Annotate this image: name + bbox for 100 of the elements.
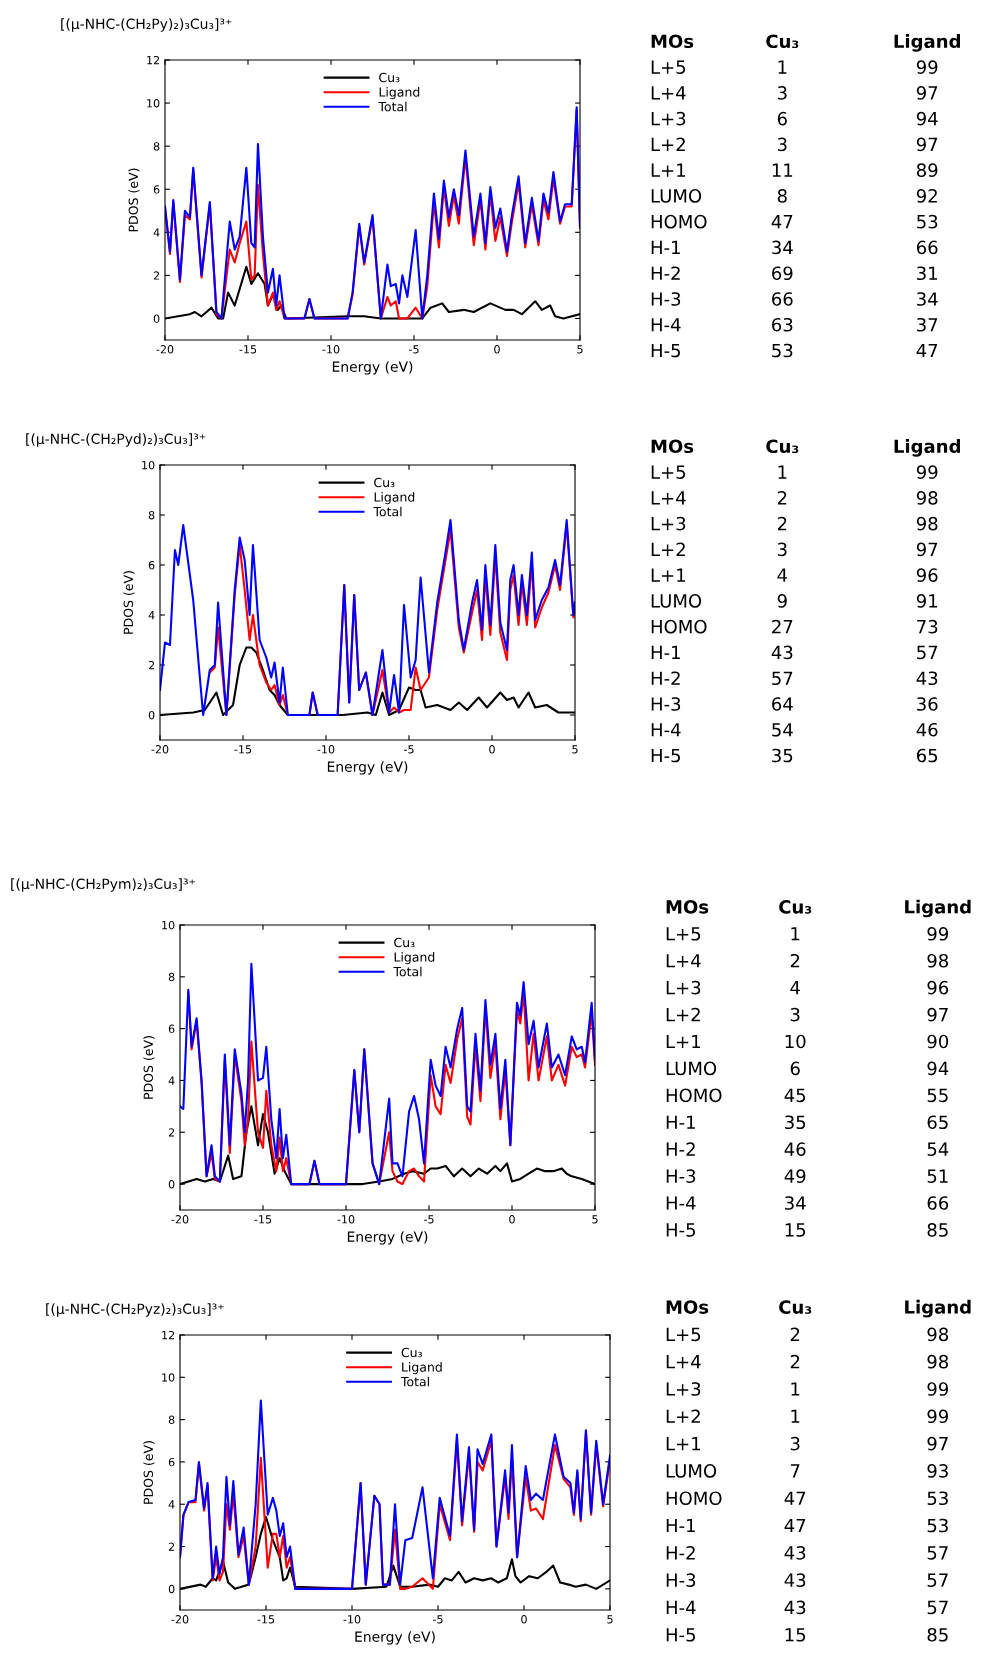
data-label: 53 (772, 343, 793, 358)
data-label: 6 (790, 1061, 800, 1076)
data-label: 99 (927, 1382, 949, 1396)
data-label: 43 (784, 1600, 806, 1615)
text: MOs (666, 1300, 709, 1314)
data-label: 99 (916, 465, 938, 479)
x-axis-title: Energy (eV) (332, 361, 413, 375)
text: MOs (666, 900, 709, 914)
x-tick-label: 5 (607, 1615, 613, 1624)
category-label: LUMO (651, 189, 702, 203)
data-label: 36 (917, 697, 938, 711)
category-label: L+5 (651, 60, 686, 74)
data-label: 15 (785, 1628, 806, 1642)
x-tick-label: -5 (409, 345, 419, 354)
data-label: 54 (772, 723, 793, 737)
data-label: 47 (784, 1518, 806, 1533)
category-label: HOMO (651, 619, 707, 634)
category-label: L+1 (651, 163, 686, 177)
data-label: 55 (927, 1088, 948, 1103)
text: Ligand (905, 899, 971, 918)
x-tick-label: -20 (171, 1215, 189, 1224)
data-label: 1 (791, 1409, 800, 1423)
data-label: 98 (927, 1354, 949, 1369)
data-label: 57 (927, 1600, 948, 1615)
category-label: H-1 (666, 1518, 695, 1533)
category-label: H-1 (651, 645, 680, 660)
y-axis-title: PDOS (eV) (143, 1441, 155, 1504)
data-label: 94 (927, 1061, 949, 1076)
y-tick-label: 8 (168, 1415, 175, 1424)
x-tick-label: 5 (572, 745, 578, 754)
data-label: 10 (785, 1034, 806, 1049)
category-label: L+4 (651, 491, 686, 505)
category-label: H-2 (666, 1546, 695, 1560)
x-axis-title: Energy (eV) (355, 1631, 435, 1645)
y-tick-label: 0 (148, 710, 155, 720)
y-tick-label: 4 (148, 611, 155, 620)
data-label: 97 (916, 137, 938, 152)
data-label: 99 (916, 60, 938, 74)
data-label: 2 (777, 491, 787, 505)
data-label: 54 (927, 1142, 949, 1157)
category-label: H-4 (666, 1196, 696, 1210)
x-tick-label: 5 (577, 345, 583, 354)
category-label: H-3 (651, 697, 681, 711)
category-label: LUMO (666, 1061, 717, 1076)
category-label: L+2 (651, 137, 685, 151)
y-tick-label: 0 (168, 1584, 175, 1594)
data-label: 65 (927, 1115, 948, 1130)
category-label: H-1 (666, 1115, 695, 1129)
x-tick-label: 0 (494, 345, 500, 354)
y-tick-label: 8 (148, 510, 155, 520)
data-label: 99 (927, 1409, 949, 1424)
data-label: 98 (927, 1327, 949, 1342)
data-label: 6 (777, 111, 787, 126)
category-label: LUMO (666, 1464, 717, 1478)
y-tick-label: 6 (148, 560, 155, 570)
y-tick-label: 12 (147, 55, 160, 65)
x-tick-label: -10 (337, 1215, 355, 1224)
category-label: L+3 (651, 111, 686, 126)
data-label: 53 (917, 214, 938, 229)
category-label: L+2 (666, 1007, 700, 1022)
y-tick-label: 2 (168, 1542, 175, 1551)
data-label: 1 (791, 927, 800, 941)
category-label: L+4 (651, 86, 686, 100)
x-tick-label: -5 (424, 1215, 434, 1224)
y-tick-label: 4 (153, 228, 160, 237)
y-tick-label: 10 (162, 1373, 175, 1382)
x-tick-label: 0 (489, 745, 495, 754)
data-label: 96 (927, 980, 949, 995)
category-label: L+2 (666, 1409, 700, 1423)
x-tick-label: -15 (254, 1215, 272, 1224)
data-label: 34 (917, 292, 938, 306)
text: Ligand (894, 439, 960, 457)
x-tick-label: -10 (317, 745, 335, 754)
category-label: L+1 (666, 1437, 701, 1451)
data-label: 53 (927, 1491, 948, 1506)
category-label: L+1 (666, 1034, 701, 1049)
legend-label: Total (373, 506, 402, 517)
data-label: 43 (916, 671, 938, 686)
data-label: 4 (777, 568, 788, 582)
legend-label: Ligand (402, 1362, 442, 1375)
y-tick-label: 2 (168, 1128, 175, 1137)
data-label: 3 (777, 137, 787, 152)
data-label: 1 (778, 60, 787, 74)
legend-label: Cu₃ (401, 1347, 422, 1358)
y-tick-label: 10 (162, 920, 175, 930)
data-label: 99 (927, 926, 949, 941)
data-label: 98 (916, 491, 938, 505)
x-tick-label: 0 (509, 1215, 515, 1224)
category-label: H-3 (666, 1573, 696, 1587)
data-label: 3 (790, 1007, 800, 1022)
category-label: H-5 (666, 1628, 695, 1642)
data-label: 46 (916, 722, 938, 737)
data-label: 51 (927, 1169, 948, 1183)
category-label: L+3 (651, 516, 686, 531)
data-label: 92 (916, 189, 937, 203)
data-label: 3 (790, 1436, 800, 1451)
text: Ligand (894, 34, 960, 52)
x-tick-label: -10 (322, 345, 340, 354)
x-tick-label: -20 (151, 745, 169, 754)
category-label: H-4 (651, 723, 681, 737)
